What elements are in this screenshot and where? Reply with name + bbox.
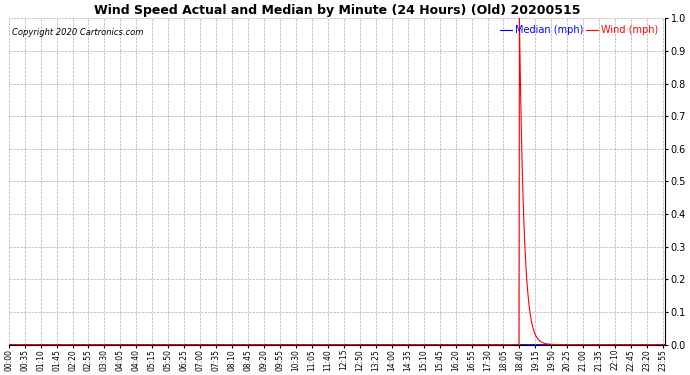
Median (mph) bbox=[5, 342, 13, 347]
Median (mph) bbox=[224, 342, 232, 347]
Wind (mph) bbox=[150, 342, 159, 347]
Median (mph) bbox=[525, 342, 533, 347]
Text: Copyright 2020 Cartronics.com: Copyright 2020 Cartronics.com bbox=[12, 28, 144, 37]
Median (mph) bbox=[150, 342, 159, 347]
Wind (mph) bbox=[515, 16, 524, 21]
Median (mph) bbox=[583, 342, 591, 347]
Wind (mph) bbox=[439, 342, 447, 347]
Median (mph) bbox=[439, 342, 447, 347]
Wind (mph) bbox=[525, 306, 533, 311]
Legend: Median (mph), Wind (mph): Median (mph), Wind (mph) bbox=[498, 23, 660, 37]
Title: Wind Speed Actual and Median by Minute (24 Hours) (Old) 20200515: Wind Speed Actual and Median by Minute (… bbox=[94, 4, 580, 17]
Median (mph) bbox=[135, 342, 143, 347]
Wind (mph) bbox=[224, 342, 232, 347]
Wind (mph) bbox=[5, 342, 13, 347]
Median (mph) bbox=[661, 342, 669, 347]
Wind (mph) bbox=[661, 342, 669, 347]
Wind (mph) bbox=[135, 342, 143, 347]
Wind (mph) bbox=[583, 342, 591, 347]
Line: Wind (mph): Wind (mph) bbox=[9, 18, 665, 345]
